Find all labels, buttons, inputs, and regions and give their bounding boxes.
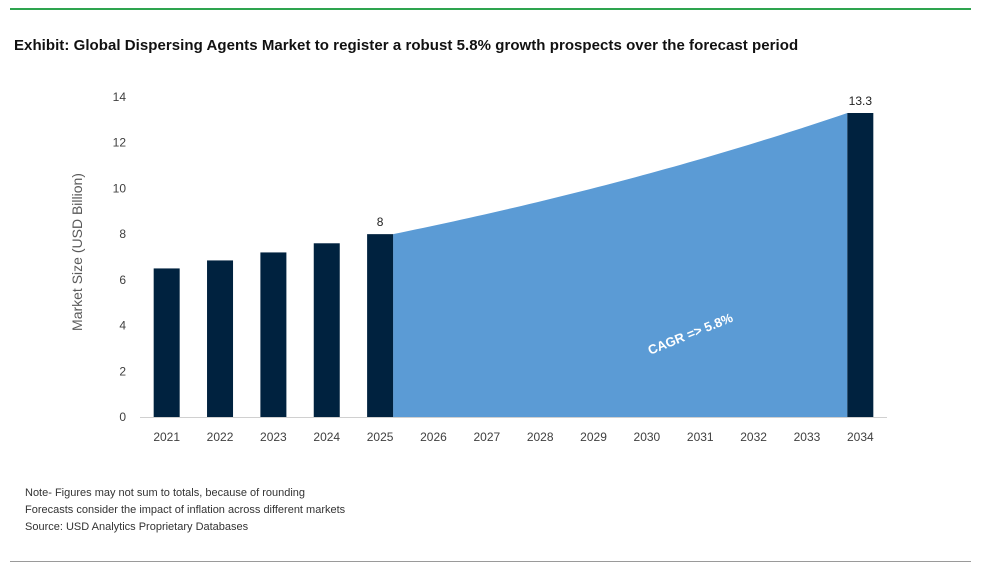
x-tick-label-2024: 2024 — [313, 430, 340, 444]
x-tick-label-2029: 2029 — [580, 430, 607, 444]
bar-2034 — [847, 113, 874, 417]
x-tick-label-2028: 2028 — [527, 430, 554, 444]
x-tick-label-2034: 2034 — [847, 430, 874, 444]
y-tick-label: 6 — [119, 273, 126, 287]
bar-2024 — [313, 243, 340, 417]
x-tick-label-2030: 2030 — [634, 430, 661, 444]
y-tick-label: 10 — [113, 181, 127, 195]
footnotes: Note- Figures may not sum to totals, bec… — [25, 485, 345, 536]
y-tick-label: 12 — [113, 136, 127, 150]
y-tick-label: 4 — [119, 319, 126, 333]
note-inflation: Forecasts consider the impact of inflati… — [25, 504, 346, 516]
x-tick-label-2025: 2025 — [367, 430, 394, 444]
x-tick-label-2033: 2033 — [794, 430, 821, 444]
x-tick-label-2027: 2027 — [473, 430, 500, 444]
bar-2022 — [207, 260, 234, 417]
y-axis-title: Market Size (USD Billion) — [69, 173, 85, 331]
bar-2021 — [153, 268, 180, 417]
bar-2023 — [260, 252, 287, 417]
forecast-area — [393, 113, 848, 417]
x-tick-label-2023: 2023 — [260, 430, 287, 444]
note-source: Source: USD Analytics Proprietary Databa… — [25, 521, 249, 533]
note-rounding: Note- Figures may not sum to totals, bec… — [25, 487, 306, 499]
bar-2025 — [367, 234, 394, 417]
y-tick-label: 14 — [113, 90, 127, 104]
y-tick-label: 8 — [119, 227, 126, 241]
y-tick-label: 0 — [119, 410, 126, 424]
top-divider — [10, 8, 971, 10]
y-tick-label: 2 — [119, 364, 126, 378]
data-label-2034: 13.3 — [849, 94, 873, 108]
x-tick-label-2022: 2022 — [207, 430, 234, 444]
x-tick-label-2032: 2032 — [740, 430, 767, 444]
x-tick-label-2031: 2031 — [687, 430, 714, 444]
data-label-2025: 8 — [377, 215, 384, 229]
x-tick-label-2026: 2026 — [420, 430, 447, 444]
chart-title: Exhibit: Global Dispersing Agents Market… — [14, 37, 799, 54]
x-tick-label-2021: 2021 — [153, 430, 180, 444]
bottom-divider — [10, 561, 971, 562]
